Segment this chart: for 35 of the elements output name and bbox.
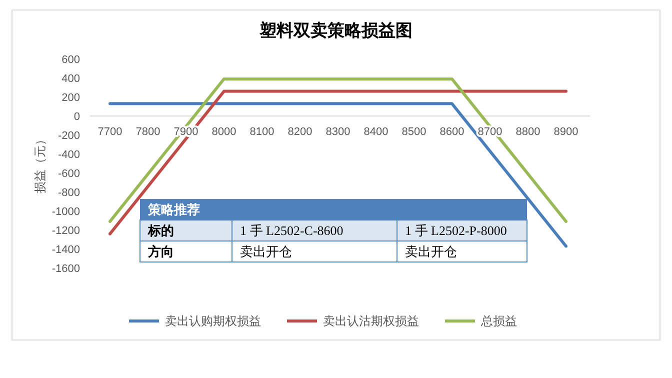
annotation: 卖出开仓 (240, 244, 292, 259)
legend-label: 卖出认沽期权损益 (323, 314, 419, 328)
y-tick-label: -800 (58, 187, 80, 199)
text: 策略推荐 (147, 202, 200, 217)
x-tick-label: 7800 (136, 126, 160, 138)
annotation: 标的 (147, 223, 174, 238)
x-tick-label: 8200 (288, 126, 312, 138)
chart-title: 塑料双卖策略损益图 (258, 20, 412, 40)
y-tick-label: 600 (62, 54, 80, 66)
legend-label: 卖出认购期权损益 (165, 314, 261, 328)
annotation: 1 手 L2502-P-8000 (405, 223, 507, 238)
y-tick-label: -200 (58, 130, 80, 142)
y-tick-label: 200 (62, 92, 80, 104)
legend-label: 总损益 (480, 314, 517, 328)
y-axis-title: 损益（元） (33, 134, 47, 194)
y-tick-label: -400 (58, 149, 80, 161)
y-tick-label: 0 (74, 111, 80, 123)
x-tick-label: 8100 (250, 126, 274, 138)
x-tick-label: 8600 (440, 126, 464, 138)
y-tick-label: -1600 (52, 263, 80, 275)
annotation: 卖出开仓 (405, 244, 457, 259)
y-tick-label: -1400 (52, 244, 80, 256)
x-tick-label: 8900 (554, 126, 578, 138)
y-tick-label: -1000 (52, 206, 80, 218)
x-tick-label: 7700 (98, 126, 122, 138)
x-tick-label: 8500 (402, 126, 426, 138)
x-tick-label: 8000 (212, 126, 236, 138)
y-tick-label: 400 (62, 73, 80, 85)
annotation: 1 手 L2502-C-8600 (240, 223, 344, 238)
x-tick-label: 8400 (364, 126, 388, 138)
x-tick-label: 8300 (326, 126, 350, 138)
y-tick-label: -1200 (52, 225, 80, 237)
y-tick-label: -600 (58, 168, 80, 180)
x-tick-label: 8800 (516, 126, 540, 138)
annotation: 方向 (147, 244, 174, 259)
